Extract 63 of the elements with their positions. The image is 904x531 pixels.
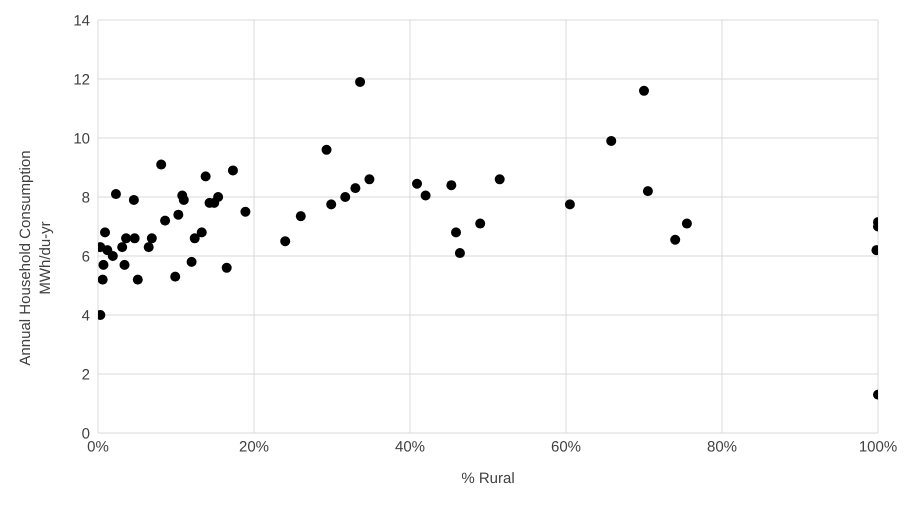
y-tick-label: 4: [82, 307, 90, 324]
point: [240, 206, 250, 217]
point: [108, 251, 118, 261]
point: [222, 262, 232, 273]
point: [296, 211, 306, 222]
point: [355, 76, 366, 87]
y-tick-label: 2: [82, 366, 90, 384]
point: [100, 227, 110, 238]
x-tick-label: 0%: [87, 438, 109, 456]
point: [186, 256, 197, 267]
point: [132, 274, 143, 285]
x-tick-label: 40%: [394, 438, 426, 456]
point: [340, 192, 350, 202]
point: [228, 165, 238, 176]
point: [322, 144, 332, 155]
point: [280, 236, 290, 246]
point: [128, 194, 139, 205]
point: [454, 248, 465, 258]
point: [190, 233, 200, 244]
point: [200, 171, 211, 182]
point: [670, 234, 680, 245]
point: [494, 174, 505, 184]
point: [564, 199, 575, 210]
point: [98, 260, 108, 270]
point: [364, 174, 374, 184]
x-tick-label: 80%: [706, 438, 738, 456]
point: [326, 199, 336, 210]
point: [606, 136, 616, 146]
point: [110, 189, 121, 200]
y-tick-label: 0: [82, 425, 90, 442]
point: [682, 218, 692, 229]
y-tick-label: 12: [73, 71, 90, 88]
point: [117, 242, 128, 252]
point: [642, 186, 653, 196]
point: [451, 227, 462, 238]
point: [160, 216, 170, 226]
x-tick-label: 100%: [858, 438, 898, 456]
y-tick-label: 10: [73, 130, 90, 148]
point: [156, 160, 166, 170]
point: [446, 180, 456, 190]
point: [412, 178, 422, 189]
y-tick-label: 8: [82, 189, 90, 206]
point: [170, 272, 180, 282]
point: [475, 218, 486, 229]
point: [173, 210, 184, 220]
point: [130, 233, 140, 244]
point: [98, 274, 108, 285]
point: [213, 192, 224, 202]
point: [350, 183, 360, 194]
y-tick-label: 14: [73, 12, 90, 30]
x-tick-label: 20%: [238, 438, 270, 456]
point: [639, 86, 649, 96]
point: [196, 227, 207, 238]
point: [178, 194, 189, 205]
point: [144, 242, 154, 252]
point: [121, 233, 132, 244]
point: [420, 190, 431, 201]
y-tick-label: 6: [82, 248, 90, 266]
x-tick-label: 60%: [550, 438, 582, 456]
x-axis-title: % Rural: [461, 470, 515, 487]
point: [146, 233, 157, 244]
y-axis-title: Annual Household Consumption MWh/du-yr: [17, 150, 54, 366]
point: [120, 260, 130, 270]
